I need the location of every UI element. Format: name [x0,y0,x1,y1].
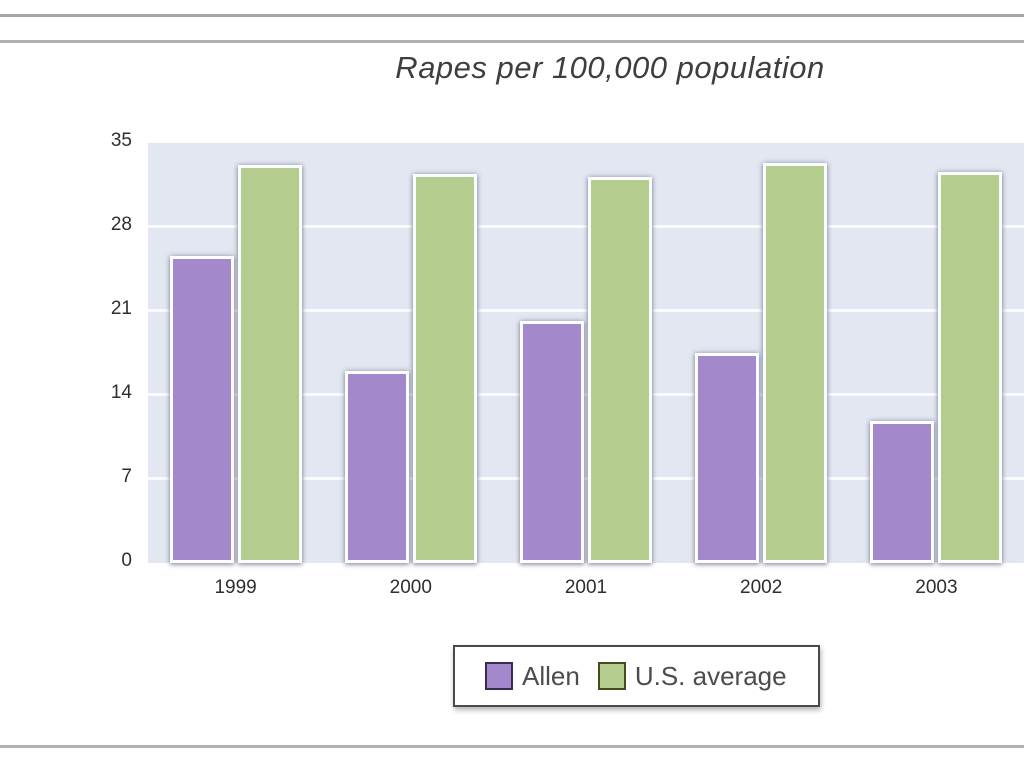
y-axis-label-7: 7 [121,466,132,487]
legend-item-allen: Allen [485,661,580,692]
bar-allen-2000 [344,371,409,563]
bar-allen-2001 [520,321,584,563]
plot-area [148,143,1024,563]
bar-u-s-average-2000 [412,174,477,563]
horizontal-rule-top [0,14,1024,17]
legend: Allen U.S. average [453,645,820,707]
bar-allen-1999 [169,256,234,563]
bar-allen-2003 [870,421,935,563]
gridline-14 [148,393,1024,396]
y-axis-label-0: 0 [121,550,132,571]
gridline-21 [148,309,1024,312]
legend-item-us-average: U.S. average [597,660,787,692]
chart-title: Rapes per 100,000 population [395,50,825,85]
y-axis-label-35: 35 [110,130,132,151]
x-axis-label-2000: 2000 [389,577,432,598]
y-axis-label-14: 14 [110,382,132,403]
horizontal-rule-bottom [0,745,1024,748]
bar-u-s-average-2002 [763,163,828,563]
bar-u-s-average-2003 [938,172,1003,563]
legend-label-allen: Allen [522,660,580,691]
bar-u-s-average-2001 [588,177,652,563]
y-axis-label-21: 21 [110,298,132,319]
legend-label-us-average: U.S. average [634,660,787,691]
us-average-color-swatch [597,662,626,690]
x-axis-label-2002: 2002 [740,577,783,598]
x-axis-label-2003: 2003 [915,577,958,598]
gridline-28 [148,225,1024,228]
bar-allen-2002 [695,353,760,563]
bar-u-s-average-1999 [237,165,302,563]
y-axis-label-28: 28 [110,214,132,235]
x-axis-label-2001: 2001 [564,577,608,598]
allen-color-swatch [485,662,513,690]
horizontal-rule-chart-top [0,40,1024,43]
gridline-7 [148,477,1024,480]
x-axis-label-1999: 1999 [214,577,257,598]
